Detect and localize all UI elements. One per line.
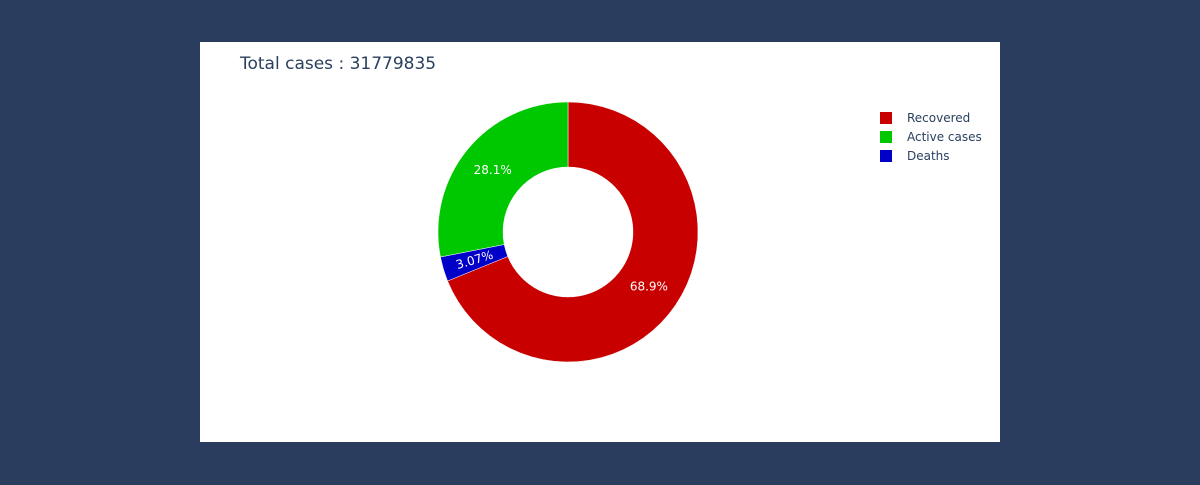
- legend-item-deaths[interactable]: Deaths: [880, 146, 982, 165]
- legend-label-recovered: Recovered: [907, 110, 971, 125]
- chart-title: Total cases : 31779835: [240, 54, 436, 74]
- legend-item-recovered[interactable]: Recovered: [880, 108, 982, 127]
- chart-panel: Total cases : 31779835 68.9% 3.07% 28.1% R…: [200, 42, 1000, 442]
- slice-label-active-cases: 28.1%: [474, 163, 512, 177]
- chart-title-value: 31779835: [349, 54, 437, 74]
- donut-slices: [437, 101, 699, 363]
- legend-label-active-cases: Active cases: [907, 129, 982, 144]
- legend-label-deaths: Deaths: [907, 148, 950, 163]
- legend-swatch-deaths: [880, 149, 892, 162]
- slice-active-cases[interactable]: [437, 101, 569, 258]
- legend-swatch-active-cases: [880, 130, 892, 143]
- legend-item-active-cases[interactable]: Active cases: [880, 127, 982, 146]
- donut-chart: 68.9%3.07%28.1%: [437, 101, 699, 363]
- chart-title-prefix: Total cases :: [240, 54, 350, 74]
- legend-swatch-recovered: [880, 111, 892, 124]
- slice-label-recovered: 68.9%: [630, 279, 668, 293]
- donut-slice-labels: 68.9%3.07%28.1%: [454, 163, 668, 293]
- slice-recovered[interactable]: [447, 101, 699, 363]
- legend: Recovered Active cases Deaths: [880, 108, 982, 165]
